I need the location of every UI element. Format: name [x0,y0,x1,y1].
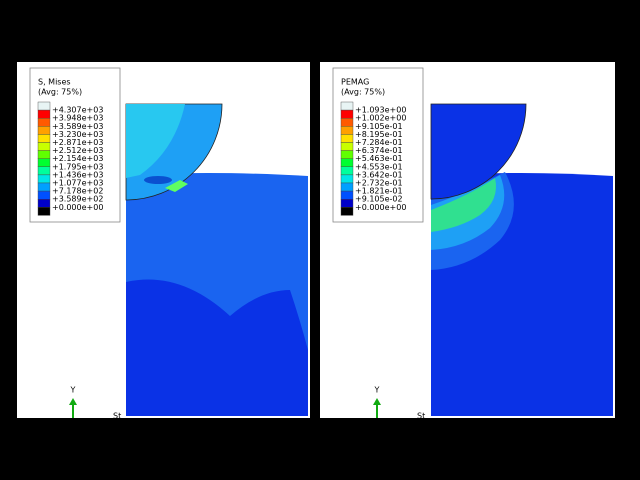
legend-title: S, Mises [38,78,71,87]
legend-swatch [37,198,51,208]
triad-label: Y [374,386,380,395]
legend-entries: +4.307e+03+3.948e+03+3.589e+03+3.230e+03… [37,101,103,216]
contour-low [126,279,308,416]
legend-subtitle: (Avg: 75%) [341,88,385,97]
legend-entries: +1.093e+00+1.002e+00+9.105e-01+8.195e-01… [340,101,406,216]
legend-label: +3.230e+03 [52,130,103,139]
legend-label: +1.821e-01 [355,187,403,196]
triad-label: Y [70,386,76,395]
legend-label: +4.307e+03 [52,106,103,115]
legend-label: +1.795e+03 [52,162,103,171]
legend-swatch [340,190,354,200]
legend-label: +5.463e-01 [355,154,403,163]
legend-swatch [340,207,354,216]
legend-swatch [37,117,51,127]
legend-label: +2.871e+03 [52,138,103,147]
legend-label: +1.093e+00 [355,106,406,115]
legend-title: PEMAG [341,78,369,87]
legend-swatch [340,150,354,159]
step-label: St [113,412,121,421]
legend-swatch [340,101,354,111]
legend-label: +7.284e-01 [355,138,403,147]
legend-swatch [340,142,354,151]
legend-label: +3.589e+03 [52,122,103,131]
legend-swatch [340,117,354,127]
legend-label: +3.642e-01 [355,170,403,179]
legend-swatch [37,182,51,192]
legend-label: +1.436e+03 [52,170,103,179]
legend-label: +3.948e+03 [52,114,103,123]
step-label: St [417,412,425,421]
contour-indenter-high [126,104,185,178]
legend-swatch [340,134,354,143]
indenter [430,103,527,200]
legend-swatch [37,207,51,216]
legend-swatch [340,166,354,176]
legend-label: +2.154e+03 [52,154,103,163]
legend-subtitle: (Avg: 75%) [38,88,82,97]
legend-swatch [340,198,354,208]
legend-swatch [37,126,51,135]
legend-label: +6.374e-01 [355,146,403,155]
legend-label: +3.589e+02 [52,195,103,204]
legend-swatch [37,150,51,159]
legend-swatch [37,134,51,143]
legend-swatch [340,174,354,184]
legend-label: +2.732e-01 [355,179,403,188]
contour-spot [144,176,172,184]
legend-swatch [37,158,51,167]
viewport-right: PEMAG (Avg: 75%) +1.093e+00+1.002e+00+9.… [320,62,615,421]
legend-swatch [37,166,51,176]
legend-label: +0.000e+00 [355,203,406,212]
legend-label: +9.105e-01 [355,122,403,131]
legend-swatch [37,109,51,119]
legend-swatch [37,190,51,200]
viewport-left: S, Mises (Avg: 75%) +4.307e+03+3.948e+03… [17,62,310,421]
contour-band-3 [431,178,496,232]
legend-swatch [340,182,354,192]
legend-label: +4.553e-01 [355,162,403,171]
legend-label: +1.002e+00 [355,114,406,123]
legend-swatch [340,109,354,119]
legend-swatch [37,174,51,184]
legend-swatch [37,101,51,111]
contour-contact [165,180,188,192]
triad-arrow [373,398,381,405]
legend-label: +7.178e+02 [52,187,103,196]
legend-swatch [340,126,354,135]
legend-label: +2.512e+03 [52,146,103,155]
triad-arrow [69,398,77,405]
legend-label: +8.195e-01 [355,130,403,139]
legend-label: +1.077e+03 [52,179,103,188]
legend-label: +9.105e-02 [355,195,403,204]
legend-swatch [37,142,51,151]
legend-label: +0.000e+00 [52,203,103,212]
legend-swatch [340,158,354,167]
